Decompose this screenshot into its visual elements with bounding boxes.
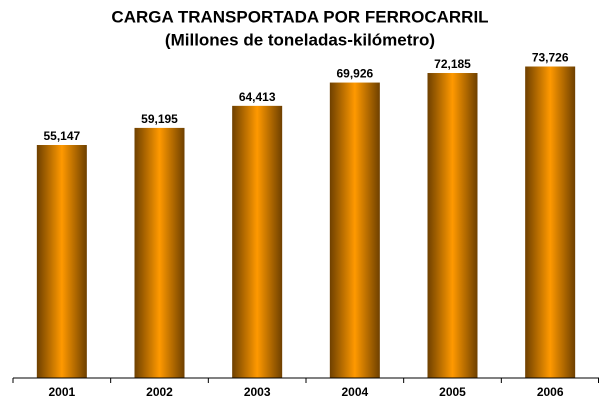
chart-title: CARGA TRANSPORTADA POR FERROCARRIL <box>111 7 488 26</box>
x-tick-label: 2006 <box>537 385 564 399</box>
x-tick-label: 2004 <box>341 385 368 399</box>
bar <box>232 105 283 378</box>
x-tick-label: 2002 <box>146 385 173 399</box>
value-label: 69,926 <box>336 67 373 81</box>
x-tick-label: 2001 <box>48 385 75 399</box>
value-label: 73,726 <box>532 51 569 65</box>
value-label: 55,147 <box>43 129 80 143</box>
value-label: 64,413 <box>239 90 276 104</box>
chart-subtitle: (Millones de toneladas-kilómetro) <box>165 30 435 49</box>
bar <box>525 66 576 378</box>
bar <box>427 73 478 378</box>
x-tick-label: 2003 <box>244 385 271 399</box>
bar <box>134 127 185 378</box>
bar <box>329 82 380 378</box>
value-label: 59,195 <box>141 112 178 126</box>
x-tick-label: 2005 <box>439 385 466 399</box>
value-label: 72,185 <box>434 57 471 71</box>
bar <box>36 145 87 378</box>
